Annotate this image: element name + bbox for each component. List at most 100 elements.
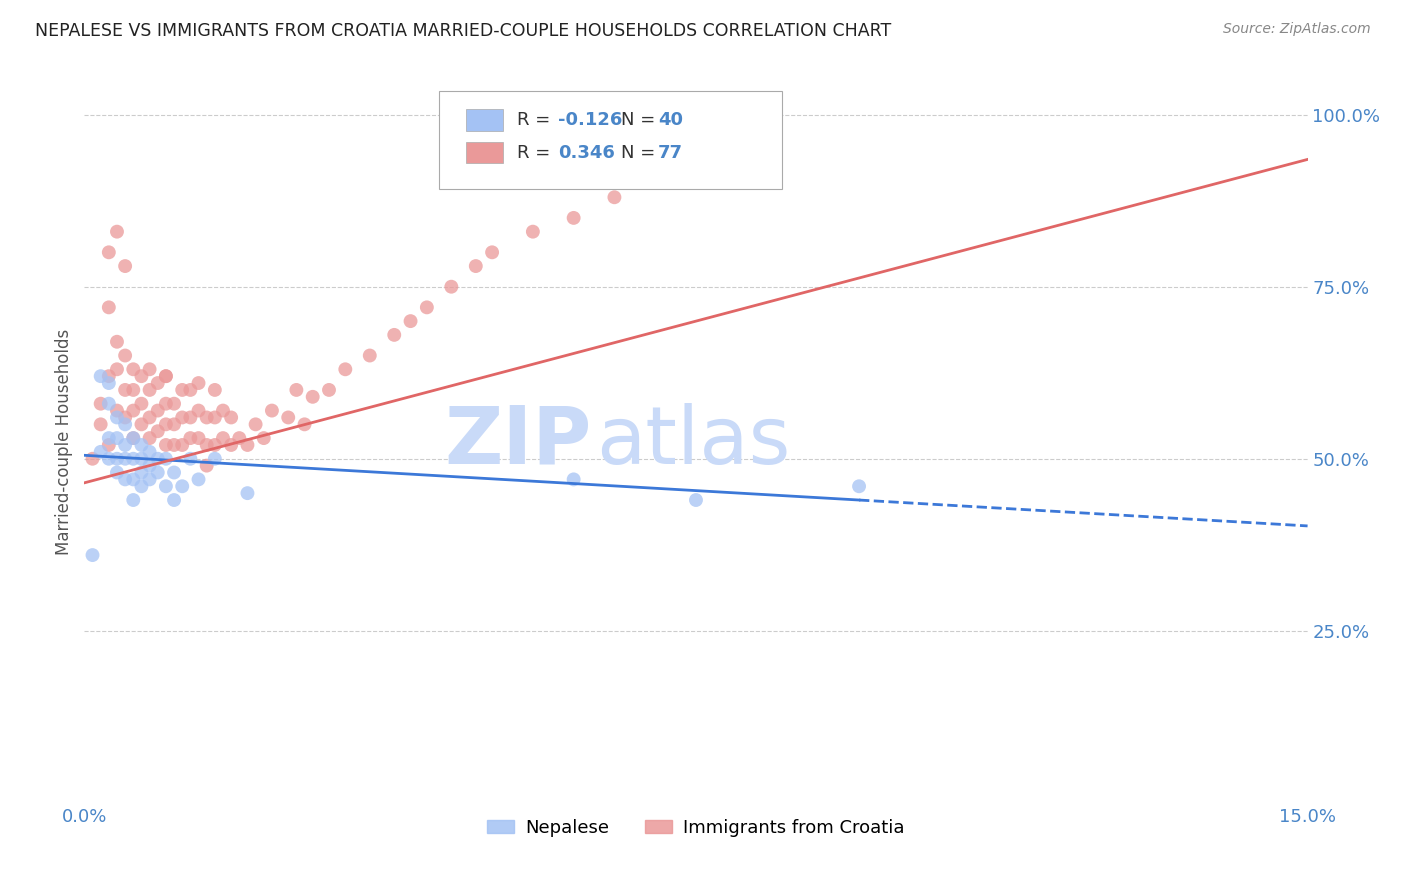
Point xyxy=(187,376,209,390)
Point xyxy=(138,431,160,445)
Point xyxy=(114,417,136,432)
Text: R =: R = xyxy=(517,111,557,129)
Point xyxy=(131,369,153,384)
Point xyxy=(97,245,120,260)
Point xyxy=(114,383,136,397)
Point xyxy=(122,451,145,466)
Text: -0.126: -0.126 xyxy=(558,111,621,129)
Point xyxy=(195,410,218,425)
Point xyxy=(228,431,250,445)
Point xyxy=(163,466,186,480)
Point xyxy=(163,397,186,411)
Point xyxy=(138,410,160,425)
Point xyxy=(399,314,422,328)
Text: 40: 40 xyxy=(658,111,683,129)
Point xyxy=(131,479,153,493)
Point xyxy=(97,376,120,390)
Point xyxy=(131,438,153,452)
Point xyxy=(90,417,112,432)
Point xyxy=(219,438,242,452)
FancyBboxPatch shape xyxy=(465,109,503,131)
Point xyxy=(522,225,544,239)
Point xyxy=(179,383,201,397)
Point xyxy=(163,438,186,452)
Point xyxy=(105,466,128,480)
FancyBboxPatch shape xyxy=(465,142,503,163)
Point xyxy=(146,403,169,417)
Point xyxy=(204,451,226,466)
Point xyxy=(195,458,218,473)
Point xyxy=(187,403,209,417)
Point xyxy=(114,410,136,425)
Point xyxy=(172,438,194,452)
Point xyxy=(236,486,259,500)
Point xyxy=(382,327,405,342)
Point xyxy=(105,403,128,417)
Point xyxy=(318,383,340,397)
Text: N =: N = xyxy=(621,144,661,161)
Point xyxy=(114,472,136,486)
Point xyxy=(603,190,626,204)
Point xyxy=(97,438,120,452)
Point xyxy=(155,479,177,493)
Point xyxy=(155,451,177,466)
Point xyxy=(187,472,209,486)
Point xyxy=(90,369,112,384)
Point xyxy=(179,410,201,425)
Point xyxy=(122,383,145,397)
Point xyxy=(155,369,177,384)
Point xyxy=(114,438,136,452)
Point xyxy=(179,451,201,466)
Point xyxy=(416,301,439,315)
Legend: Nepalese, Immigrants from Croatia: Nepalese, Immigrants from Croatia xyxy=(479,812,912,845)
Point xyxy=(685,493,707,508)
Point xyxy=(105,410,128,425)
Point xyxy=(179,431,201,445)
Point xyxy=(97,451,120,466)
Point xyxy=(155,397,177,411)
Point xyxy=(105,334,128,349)
Point xyxy=(97,369,120,384)
Point xyxy=(97,431,120,445)
Point xyxy=(440,279,463,293)
Text: Source: ZipAtlas.com: Source: ZipAtlas.com xyxy=(1223,22,1371,37)
Point xyxy=(204,438,226,452)
Point xyxy=(163,417,186,432)
Point xyxy=(204,410,226,425)
Point xyxy=(146,466,169,480)
Point xyxy=(105,362,128,376)
Point xyxy=(138,472,160,486)
Point xyxy=(122,431,145,445)
Point xyxy=(122,431,145,445)
Point xyxy=(114,349,136,363)
Point xyxy=(481,245,503,260)
Point xyxy=(277,410,299,425)
Point xyxy=(97,397,120,411)
Point xyxy=(114,451,136,466)
Point xyxy=(294,417,316,432)
Point xyxy=(260,403,283,417)
Point xyxy=(146,451,169,466)
Point xyxy=(131,417,153,432)
Point xyxy=(163,493,186,508)
Point xyxy=(105,451,128,466)
Point xyxy=(285,383,308,397)
Point xyxy=(105,225,128,239)
Point xyxy=(155,417,177,432)
FancyBboxPatch shape xyxy=(439,91,782,189)
Point xyxy=(562,211,585,225)
Point xyxy=(105,431,128,445)
Point xyxy=(172,479,194,493)
Point xyxy=(335,362,357,376)
Point xyxy=(562,472,585,486)
Point xyxy=(122,403,145,417)
Text: R =: R = xyxy=(517,144,557,161)
Point xyxy=(219,410,242,425)
Point xyxy=(848,479,870,493)
Point xyxy=(212,431,235,445)
Y-axis label: Married-couple Households: Married-couple Households xyxy=(55,328,73,555)
Point xyxy=(122,362,145,376)
Point xyxy=(138,445,160,459)
Point xyxy=(212,403,235,417)
Point xyxy=(245,417,267,432)
